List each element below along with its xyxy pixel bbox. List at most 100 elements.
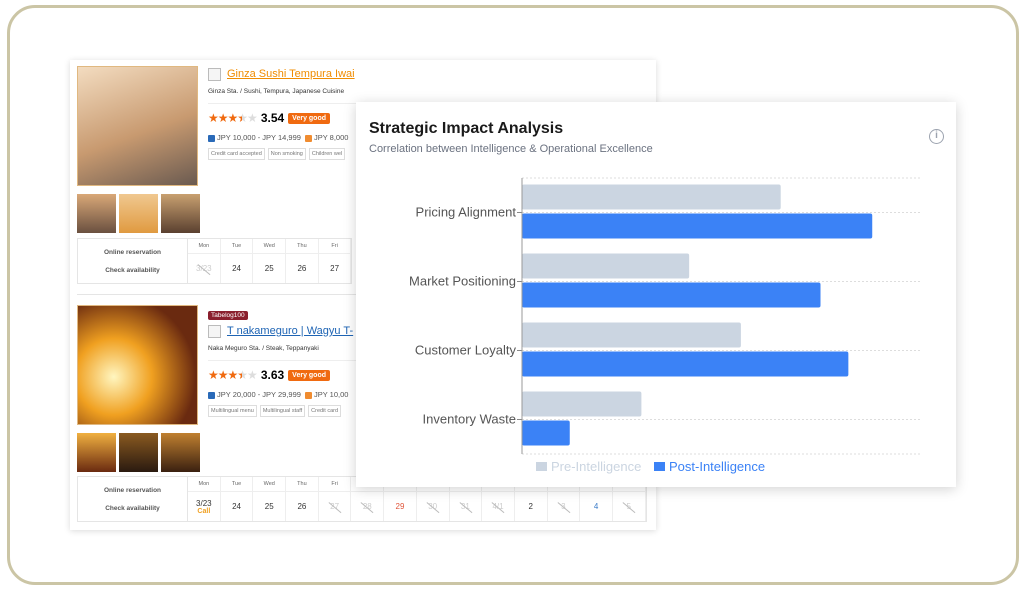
thumbnail-photo[interactable] — [161, 194, 200, 233]
date-value: 29 — [395, 502, 405, 511]
weekday-label: Fri — [318, 239, 351, 254]
date-value: 4/1 — [492, 502, 504, 511]
chart-subtitle: Correlation between Intelligence & Opera… — [369, 143, 653, 155]
weekday-label: Mon — [188, 239, 220, 254]
legend-swatch — [536, 462, 547, 471]
lunch-icon — [304, 134, 312, 142]
restaurant-name-link[interactable]: Ginza Sushi Tempura Iwai — [227, 68, 355, 80]
date-value: 3 — [561, 502, 566, 511]
feature-tag: Credit card — [308, 405, 342, 417]
date-value: 25 — [264, 264, 274, 273]
weekday-label: Wed — [253, 477, 286, 492]
category-label: Pricing Alignment — [416, 205, 517, 220]
check-availability-label: Check availability — [105, 504, 160, 512]
date-value: 4 — [593, 502, 599, 511]
calendar-day[interactable]: Fri 27 — [318, 239, 352, 283]
thumbnail-photo[interactable] — [119, 194, 158, 233]
star-rating: ★★★★★ — [208, 111, 258, 125]
date-value: 26 — [297, 264, 307, 273]
chart-title: Strategic Impact Analysis — [369, 120, 564, 137]
calendar-day[interactable]: 4/1 — [482, 477, 515, 521]
weekday-label: Fri — [318, 477, 351, 492]
category-label: Market Positioning — [409, 274, 516, 289]
calendar-day[interactable]: 5 — [612, 477, 646, 521]
feature-tag: Children wel — [308, 148, 346, 160]
bar-chart: Pricing Alignment Market Positioning Custo… — [409, 177, 920, 474]
calendar-day[interactable]: Wed 25 — [253, 477, 287, 521]
weekday-label: Thu — [286, 477, 318, 492]
lunch-price: JPY 8,000 — [313, 133, 349, 142]
calendar-day[interactable]: Mon 3/23 — [188, 239, 221, 283]
rating-badge: Very good — [288, 112, 331, 124]
online-reservation-label: Online reservation — [103, 486, 162, 494]
category-label: Inventory Waste — [423, 412, 516, 427]
star-rating: ★★★★★ — [208, 368, 258, 382]
thumbnail-photo[interactable] — [161, 433, 200, 472]
calendar-day[interactable]: Tue 24 — [220, 477, 254, 521]
calendar-day[interactable]: 28 — [351, 477, 385, 521]
bar-post — [522, 282, 821, 308]
calendar-day[interactable]: Wed 25 — [253, 239, 287, 283]
bookmark-checkbox[interactable] — [208, 67, 221, 81]
dinner-icon — [208, 134, 215, 142]
restaurant-name-link[interactable]: T nakameguro | Wagyu T- — [227, 325, 354, 337]
weekday-label: Thu — [286, 239, 318, 254]
date-value: 3/23 — [196, 264, 212, 273]
thumbnail-photo[interactable] — [77, 433, 116, 472]
bar-pre — [522, 253, 690, 279]
calendar-day[interactable]: Thu 26 — [286, 239, 319, 283]
date-value: 25 — [264, 502, 274, 511]
weekday-label: Tue — [220, 477, 253, 492]
date-value: 27 — [330, 502, 340, 511]
thumbnail-photo[interactable] — [119, 433, 158, 472]
calendar-day[interactable]: Thu 26 — [286, 477, 319, 521]
legend-label: Post-Intelligence — [669, 459, 765, 474]
bookmark-checkbox[interactable] — [208, 324, 221, 338]
lunch-icon — [304, 391, 312, 399]
feature-tag: Credit card accepted — [208, 148, 265, 160]
dinner-price: JPY 20,000 - JPY 29,999 — [217, 390, 301, 399]
category-label: Customer Loyalty — [415, 343, 517, 358]
restaurant-photo[interactable] — [77, 305, 198, 425]
call-link[interactable]: Call — [197, 507, 211, 515]
feature-tag: Multilingual menu — [208, 405, 257, 417]
rating-score: 3.54 — [260, 111, 285, 125]
calendar-day[interactable]: 3 — [547, 477, 581, 521]
date-value: 28 — [362, 502, 372, 511]
calendar-day[interactable]: Tue 24 — [220, 239, 254, 283]
bar-pre — [522, 184, 781, 210]
availability-calendar: Online reservation Check availability Mon 3… — [77, 238, 353, 284]
date-value: 3/23 — [196, 498, 212, 508]
restaurant-photo[interactable] — [77, 66, 198, 186]
info-icon[interactable]: i — [929, 129, 944, 144]
bar-post — [522, 420, 570, 446]
date-value: 24 — [232, 502, 241, 511]
bar-pre — [522, 391, 642, 417]
lunch-price: JPY 10,00 — [313, 390, 349, 399]
date-value: 26 — [297, 502, 307, 511]
bar-post — [522, 351, 849, 377]
award-badge: Tabelog100 — [208, 311, 248, 320]
feature-tag: Non smoking — [267, 148, 306, 160]
check-availability-label: Check availability — [105, 266, 160, 274]
date-value: 30 — [428, 502, 438, 511]
legend-label: Pre-Intelligence — [551, 459, 641, 474]
calendar-day[interactable]: Fri 27 — [318, 477, 352, 521]
weekday-label — [514, 477, 547, 492]
online-reservation-label: Online reservation — [103, 248, 162, 256]
calendar-day[interactable]: Mon 3/23 Call — [188, 477, 221, 521]
date-value: 24 — [232, 264, 241, 273]
dinner-icon — [208, 391, 215, 399]
rating-badge: Very good — [288, 369, 331, 381]
weekday-label: Mon — [188, 477, 220, 492]
thumbnail-photo[interactable] — [77, 194, 116, 233]
feature-tag: Multilingual staff — [259, 405, 306, 417]
weekday-label: Wed — [253, 239, 286, 254]
date-value: 5 — [626, 502, 631, 511]
date-value: 2 — [528, 502, 533, 511]
bar-pre — [522, 322, 741, 348]
chart-card: Strategic Impact Analysis Correlation be… — [356, 102, 956, 487]
rating-score: 3.63 — [260, 368, 285, 382]
area-genre: Ginza Sta. / Sushi, Tempura, Japanese Cu… — [208, 88, 358, 104]
legend-swatch — [654, 462, 665, 471]
